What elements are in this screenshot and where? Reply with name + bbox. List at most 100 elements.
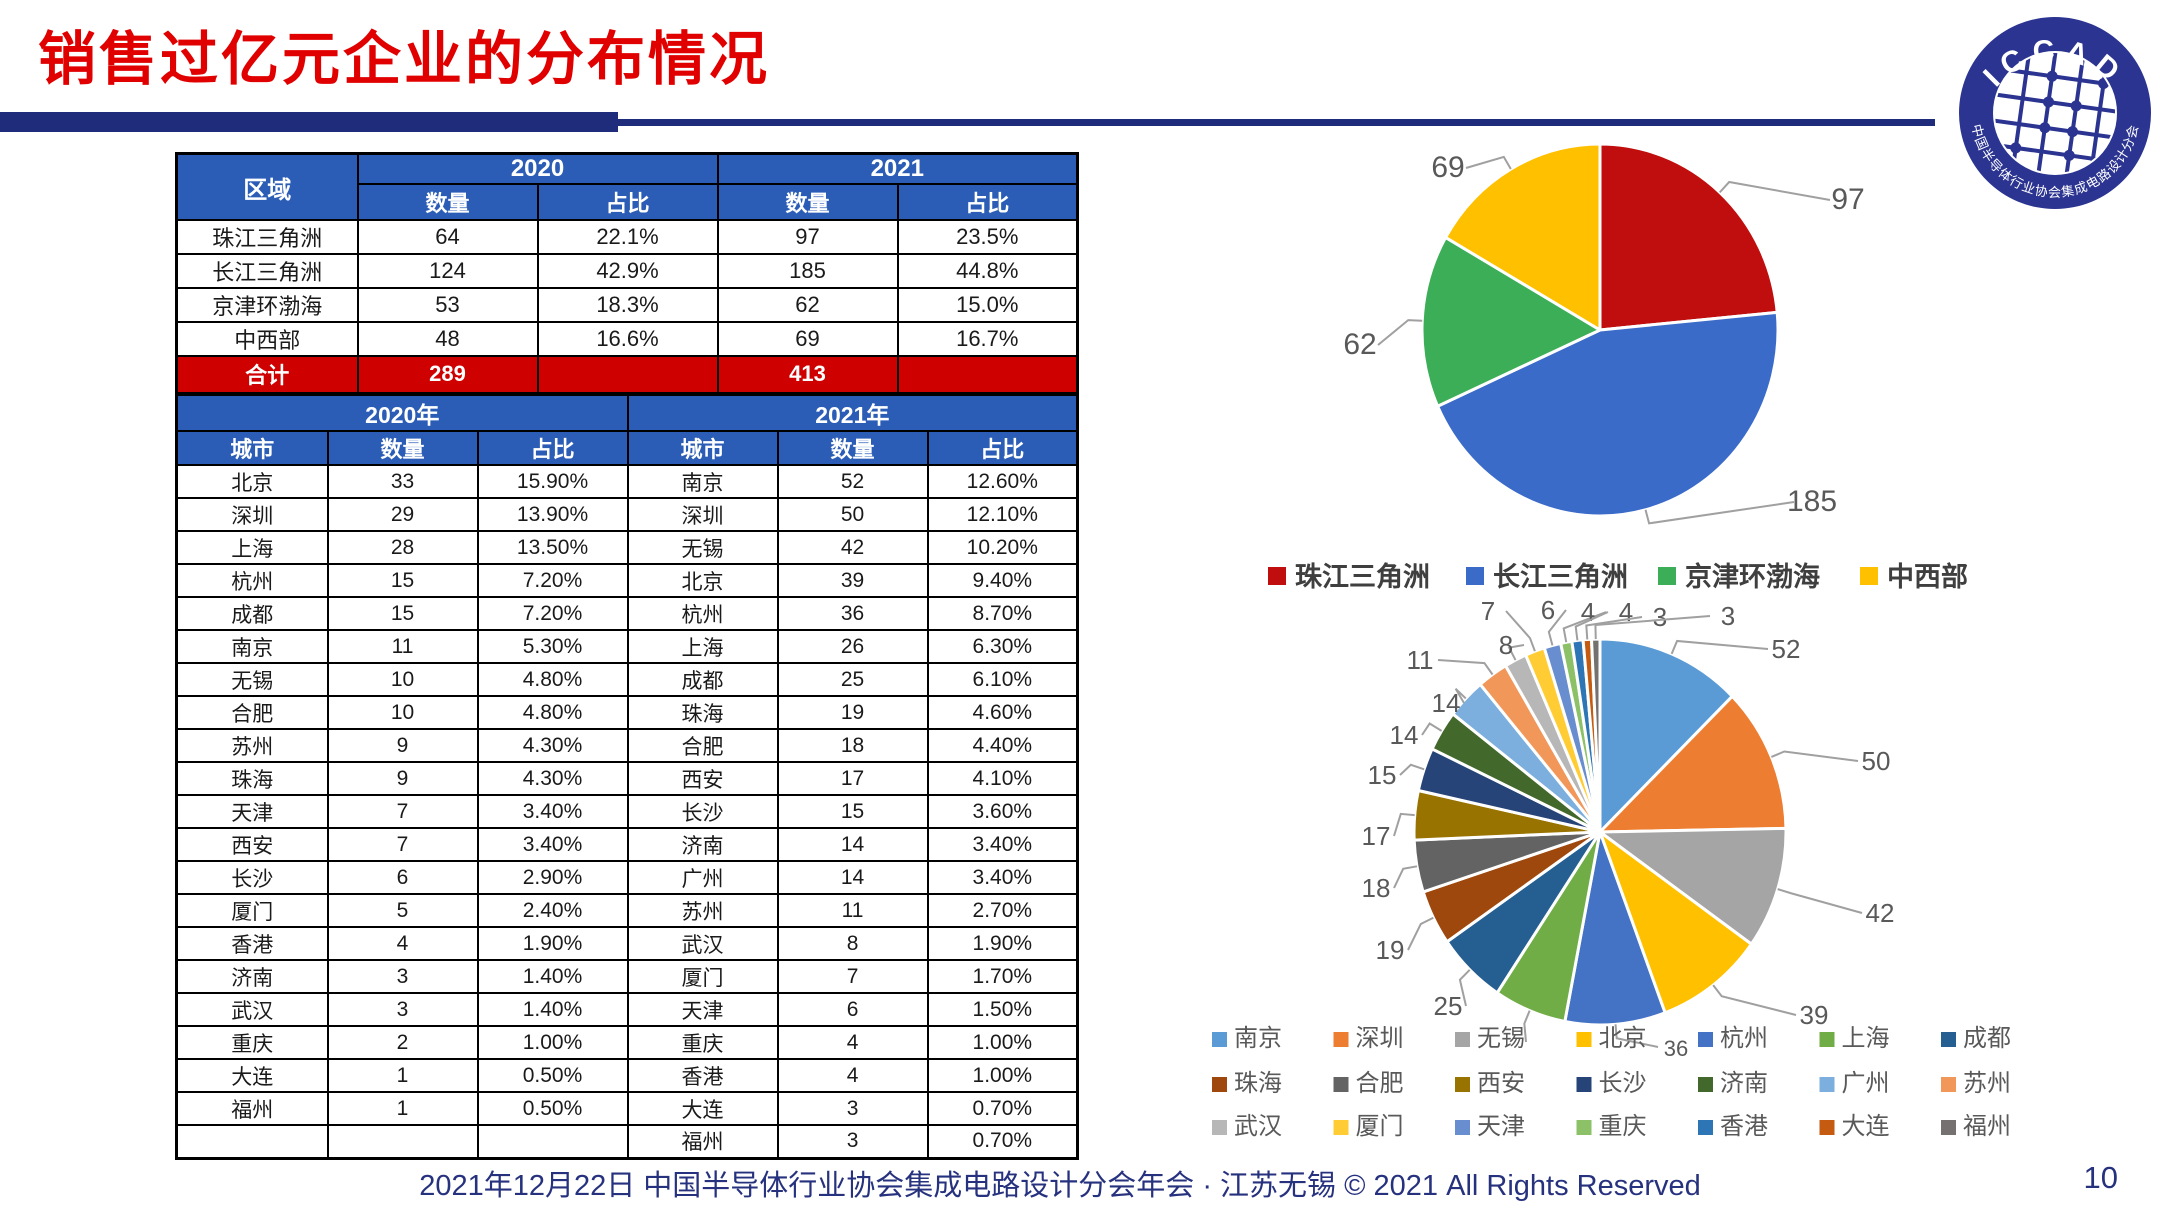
legend-swatch bbox=[1212, 1077, 1227, 1092]
city-table-cell: 7 bbox=[326, 794, 479, 829]
legend-swatch bbox=[1212, 1120, 1227, 1135]
city-table-cell: 西安 bbox=[626, 761, 779, 796]
share-header: 占比 bbox=[926, 430, 1079, 466]
city-table-cell: 无锡 bbox=[626, 530, 779, 565]
data-label: 6 bbox=[1541, 595, 1555, 625]
legend-label: 中西部 bbox=[1887, 561, 1968, 592]
legend-label: 香港 bbox=[1720, 1113, 1768, 1140]
legend-label: 成都 bbox=[1963, 1025, 2011, 1052]
data-label: 97 bbox=[1831, 183, 1864, 216]
label-leader-line bbox=[1770, 750, 1859, 762]
legend-label: 北京 bbox=[1599, 1025, 1647, 1052]
city-table-cell: 苏州 bbox=[626, 893, 779, 928]
city-table-cell: 成都 bbox=[626, 662, 779, 697]
city-table-cell: 长沙 bbox=[175, 860, 329, 895]
city-table-cell: 36 bbox=[776, 596, 929, 631]
city-table-cell: 8 bbox=[776, 926, 929, 961]
city-table-cell: 7 bbox=[326, 827, 479, 862]
region-table-row: 长江三角洲 124 42.9% 185 44.8% bbox=[175, 253, 1079, 289]
region-summary-table: 区域 2020 2021 数量 占比 数量 占比 珠江三角洲 64 22.1% 97 2… bbox=[175, 152, 1080, 395]
city-table-cell: 0.70% bbox=[926, 1124, 1079, 1159]
legend-label: 长沙 bbox=[1599, 1070, 1647, 1097]
city-table-cell: 6.10% bbox=[926, 662, 1079, 697]
city-table-row: 无锡 10 4.80% 成都 25 6.10% bbox=[175, 662, 1079, 697]
region-table-row: 中西部 48 16.6% 69 16.7% bbox=[175, 321, 1079, 357]
legend-swatch bbox=[1941, 1120, 1956, 1135]
legend-item-深圳: 深圳 bbox=[1333, 1025, 1404, 1052]
region-table-cell: 124 bbox=[356, 253, 539, 289]
city-table-row: 香港 4 1.90% 武汉 8 1.90% bbox=[175, 926, 1079, 961]
legend-item-长沙: 长沙 bbox=[1576, 1070, 1647, 1097]
region-table-cell: 42.9% bbox=[536, 253, 719, 289]
city-table-cell: 15 bbox=[326, 563, 479, 598]
city-table-cell: 50 bbox=[776, 497, 929, 532]
city-table-cell: 15 bbox=[776, 794, 929, 829]
data-label: 8 bbox=[1499, 630, 1513, 660]
city-table-row: 福州 1 0.50% 大连 3 0.70% bbox=[175, 1091, 1079, 1126]
city-table-row: 天津 7 3.40% 长沙 15 3.60% bbox=[175, 794, 1079, 829]
city-table-cell: 福州 bbox=[626, 1124, 779, 1159]
city-table-row: 南京 11 5.30% 上海 26 6.30% bbox=[175, 629, 1079, 664]
city-table-cell: 上海 bbox=[626, 629, 779, 664]
legend-label: 西安 bbox=[1477, 1070, 1525, 1097]
city-table-cell: 9.40% bbox=[926, 563, 1079, 598]
city-table-row: 长沙 6 2.90% 广州 14 3.40% bbox=[175, 860, 1079, 895]
city-table-row: 深圳 29 13.90% 深圳 50 12.10% bbox=[175, 497, 1079, 532]
data-label: 52 bbox=[1772, 634, 1801, 664]
city-table-cell: 重庆 bbox=[175, 1025, 329, 1060]
legend-label: 深圳 bbox=[1356, 1025, 1404, 1052]
city-table-cell: 大连 bbox=[626, 1091, 779, 1126]
legend-swatch bbox=[1333, 1077, 1349, 1092]
region-total-cell: 合计 bbox=[175, 355, 359, 394]
legend-item-长江三角洲: 长江三角洲 bbox=[1466, 561, 1628, 592]
region-table-cell: 珠江三角洲 bbox=[175, 219, 359, 255]
city-table-cell: 1 bbox=[326, 1091, 479, 1126]
legend-swatch bbox=[1819, 1120, 1835, 1135]
city-table-cell: 3.40% bbox=[476, 827, 629, 862]
city-table-cell: 成都 bbox=[175, 596, 329, 631]
legend-item-广州: 广州 bbox=[1819, 1070, 1890, 1097]
city-table-cell: 4 bbox=[776, 1025, 929, 1060]
region-table-row: 京津环渤海 53 18.3% 62 15.0% bbox=[175, 287, 1079, 323]
city-table-cell: 4.40% bbox=[926, 728, 1079, 763]
legend-swatch bbox=[1698, 1077, 1713, 1092]
legend-item-福州: 福州 bbox=[1941, 1113, 2011, 1140]
region-year-2020-header: 2020 bbox=[356, 152, 719, 185]
city-table-cell: 5 bbox=[326, 893, 479, 928]
region-table-cell: 53 bbox=[356, 287, 539, 323]
city-table-cell: 天津 bbox=[175, 794, 329, 829]
legend-label: 广州 bbox=[1842, 1070, 1890, 1097]
region-table-cell: 64 bbox=[356, 219, 539, 255]
city-table-cell: 29 bbox=[326, 497, 479, 532]
city-table-cell: 26 bbox=[776, 629, 929, 664]
region-table-cell: 18.3% bbox=[536, 287, 719, 323]
region-table-cell: 97 bbox=[716, 219, 899, 255]
city-table-cell: 8.70% bbox=[926, 596, 1079, 631]
city-table-cell: 香港 bbox=[626, 1058, 779, 1093]
city-table-cell: 香港 bbox=[175, 926, 329, 961]
region-total-row: 合计 289 413 bbox=[175, 355, 1079, 394]
legend-swatch bbox=[1698, 1032, 1713, 1047]
region-table-cell: 京津环渤海 bbox=[175, 287, 359, 323]
label-leader-line bbox=[1777, 888, 1863, 914]
city-table-cell: 1.90% bbox=[926, 926, 1079, 961]
data-label: 19 bbox=[1376, 935, 1405, 965]
city-table-cell: 13.90% bbox=[476, 497, 629, 532]
city-table-cell: 28 bbox=[326, 530, 479, 565]
page-title: 销售过亿元企业的分布情况 bbox=[38, 27, 771, 92]
legend-item-上海: 上海 bbox=[1819, 1025, 1890, 1052]
label-leader-line bbox=[1712, 984, 1797, 1016]
city-table-row: 重庆 2 1.00% 重庆 4 1.00% bbox=[175, 1025, 1079, 1060]
city-table-cell: 42 bbox=[776, 530, 929, 565]
city-table-cell: 3 bbox=[326, 959, 479, 994]
city-table-cell: 12.60% bbox=[926, 464, 1079, 499]
data-label: 11 bbox=[1407, 645, 1434, 675]
city-table-cell: 18 bbox=[776, 728, 929, 763]
region-table-cell: 44.8% bbox=[896, 253, 1079, 289]
city-table-cell: 3 bbox=[776, 1124, 929, 1159]
city-table-row: 合肥 10 4.80% 珠海 19 4.60% bbox=[175, 695, 1079, 730]
legend-label: 济南 bbox=[1720, 1070, 1768, 1097]
